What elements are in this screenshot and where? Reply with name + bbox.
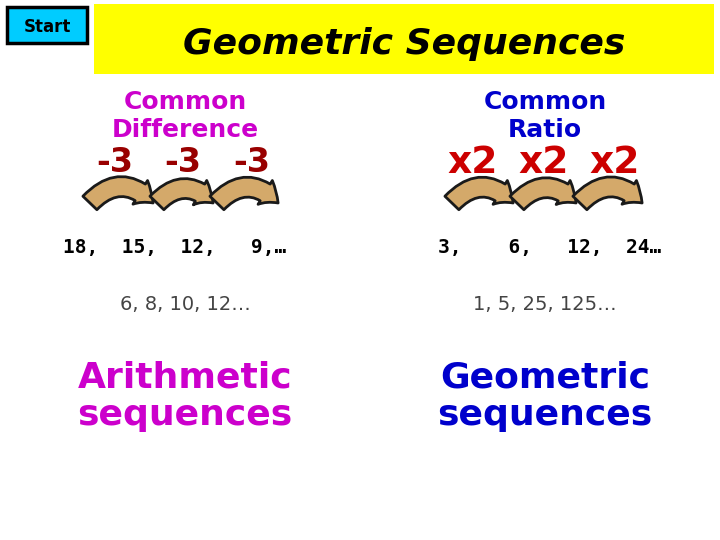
FancyArrowPatch shape [510,178,576,210]
Text: sequences: sequences [77,398,292,432]
FancyBboxPatch shape [94,4,714,74]
Text: x2: x2 [448,145,498,181]
Text: sequences: sequences [437,398,652,432]
Text: Ratio: Ratio [508,118,582,142]
Text: Common: Common [123,90,247,114]
Text: Common: Common [483,90,607,114]
FancyArrowPatch shape [150,179,213,210]
FancyArrowPatch shape [83,177,153,210]
FancyBboxPatch shape [7,7,87,43]
FancyArrowPatch shape [573,177,642,210]
Text: Geometric: Geometric [440,360,650,394]
Text: x2: x2 [590,145,640,181]
Text: 18,  15,  12,   9,…: 18, 15, 12, 9,… [63,239,287,258]
Text: Difference: Difference [112,118,258,142]
Text: 1, 5, 25, 125…: 1, 5, 25, 125… [473,295,617,314]
Text: 6, 8, 10, 12…: 6, 8, 10, 12… [120,295,251,314]
Text: Geometric Sequences: Geometric Sequences [183,27,625,61]
Text: -3: -3 [233,146,271,179]
Text: x2: x2 [519,145,570,181]
FancyArrowPatch shape [445,177,513,210]
Text: -3: -3 [164,146,202,179]
FancyArrowPatch shape [210,177,278,210]
Text: -3: -3 [96,146,133,179]
Text: Arithmetic: Arithmetic [78,360,292,394]
Text: Start: Start [23,18,71,36]
Text: 3,    6,   12,  24…: 3, 6, 12, 24… [438,239,662,258]
